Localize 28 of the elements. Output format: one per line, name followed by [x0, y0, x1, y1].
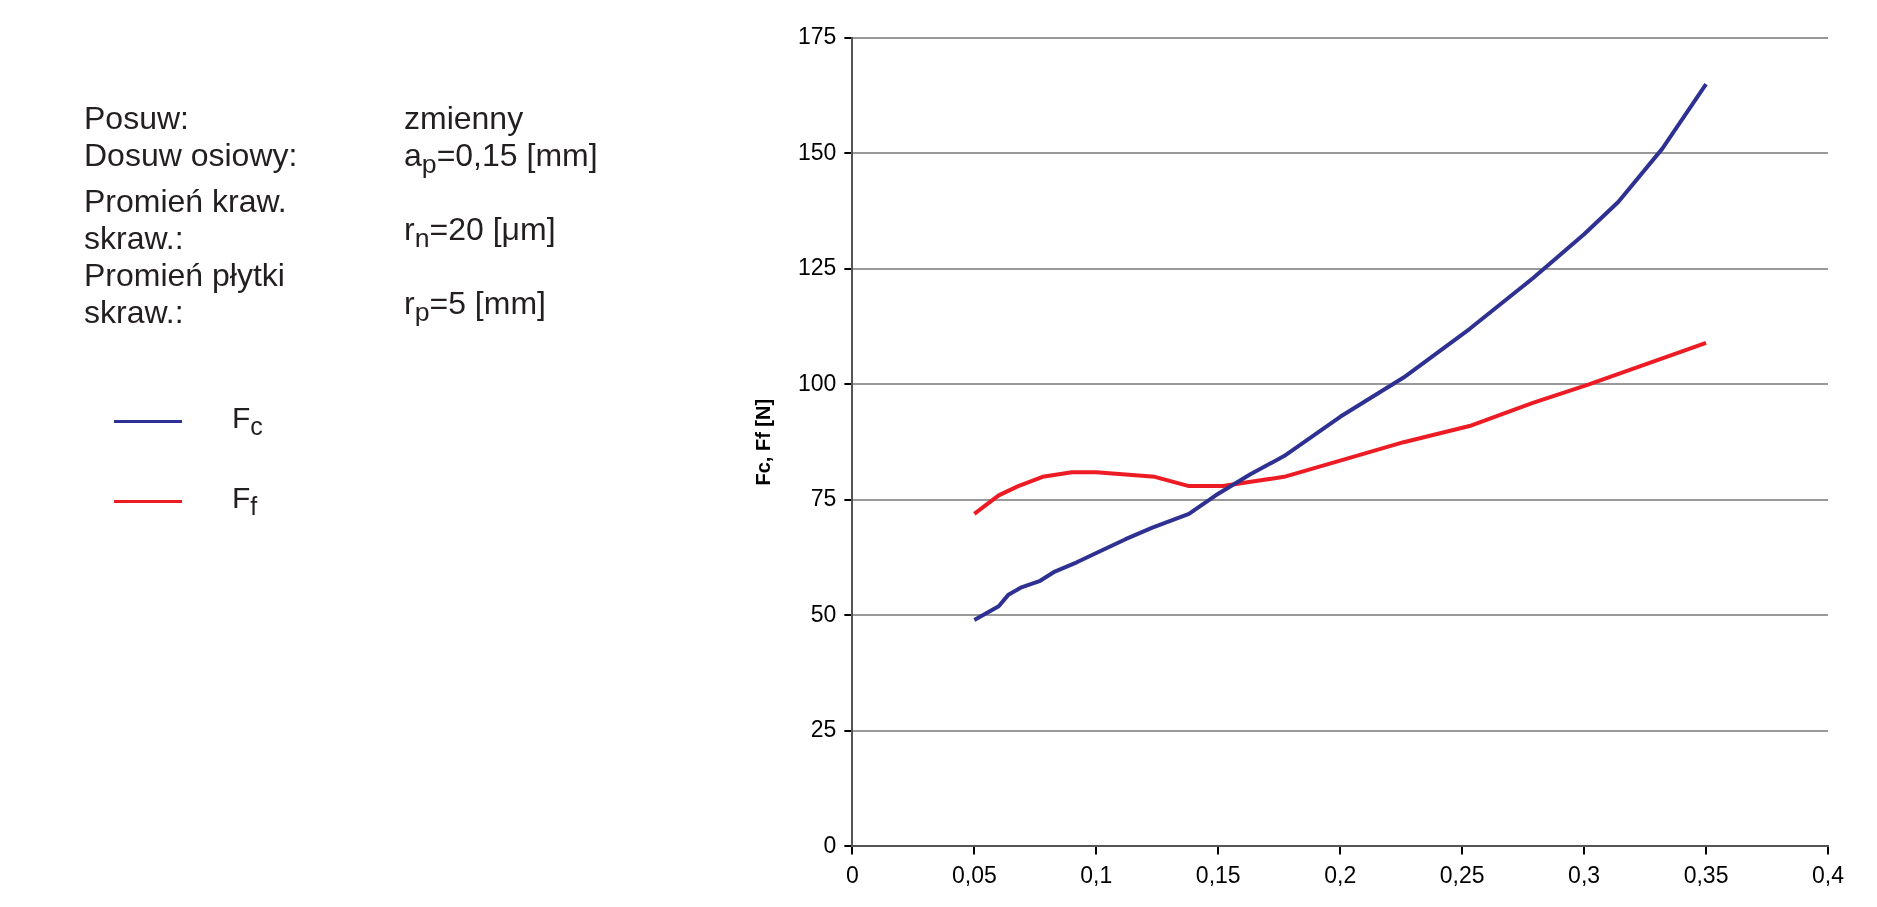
x-tick-label: 0,2 [1324, 861, 1357, 888]
x-tick-label: 0,1 [1080, 861, 1113, 888]
text: Promień płytki skraw.: [84, 257, 286, 332]
text: r$_{p}$=5 [mm] [404, 285, 547, 330]
text: zmienny [404, 100, 525, 137]
y-tick-label: 25 [810, 716, 837, 743]
text: Posuw: [84, 100, 190, 137]
text: r$_{n}$=20 [μm] [404, 211, 557, 256]
y-axis-title: Fc, Ff [N] [751, 398, 774, 486]
y-tick-label: 0 [823, 831, 837, 858]
y-tick-label: 150 [798, 138, 837, 165]
text: a$_{p}$=0,15 [mm] [404, 137, 599, 182]
x-tick-label: 0,05 [951, 861, 997, 888]
x-tick-label: 0,25 [1439, 861, 1485, 888]
x-tick-label: 0,15 [1195, 861, 1241, 888]
text: Dosuw osiowy: [84, 137, 299, 175]
y-tick-label: 175 [798, 23, 837, 50]
text: Promień kraw. skraw.: [84, 183, 288, 258]
x-tick-label: 0,3 [1568, 861, 1601, 888]
y-tick-label: 100 [798, 369, 837, 396]
x-tick-label: 0,4 [1812, 861, 1845, 888]
y-tick-label: 125 [798, 254, 837, 281]
x-tick-label: 0 [845, 861, 859, 888]
legend-label: F$_{f}$ [232, 481, 258, 522]
x-tick-label: 0,35 [1683, 861, 1729, 888]
y-tick-label: 75 [810, 485, 837, 512]
legend-label: F$_{c}$ [232, 401, 263, 442]
y-tick-label: 50 [810, 600, 837, 627]
